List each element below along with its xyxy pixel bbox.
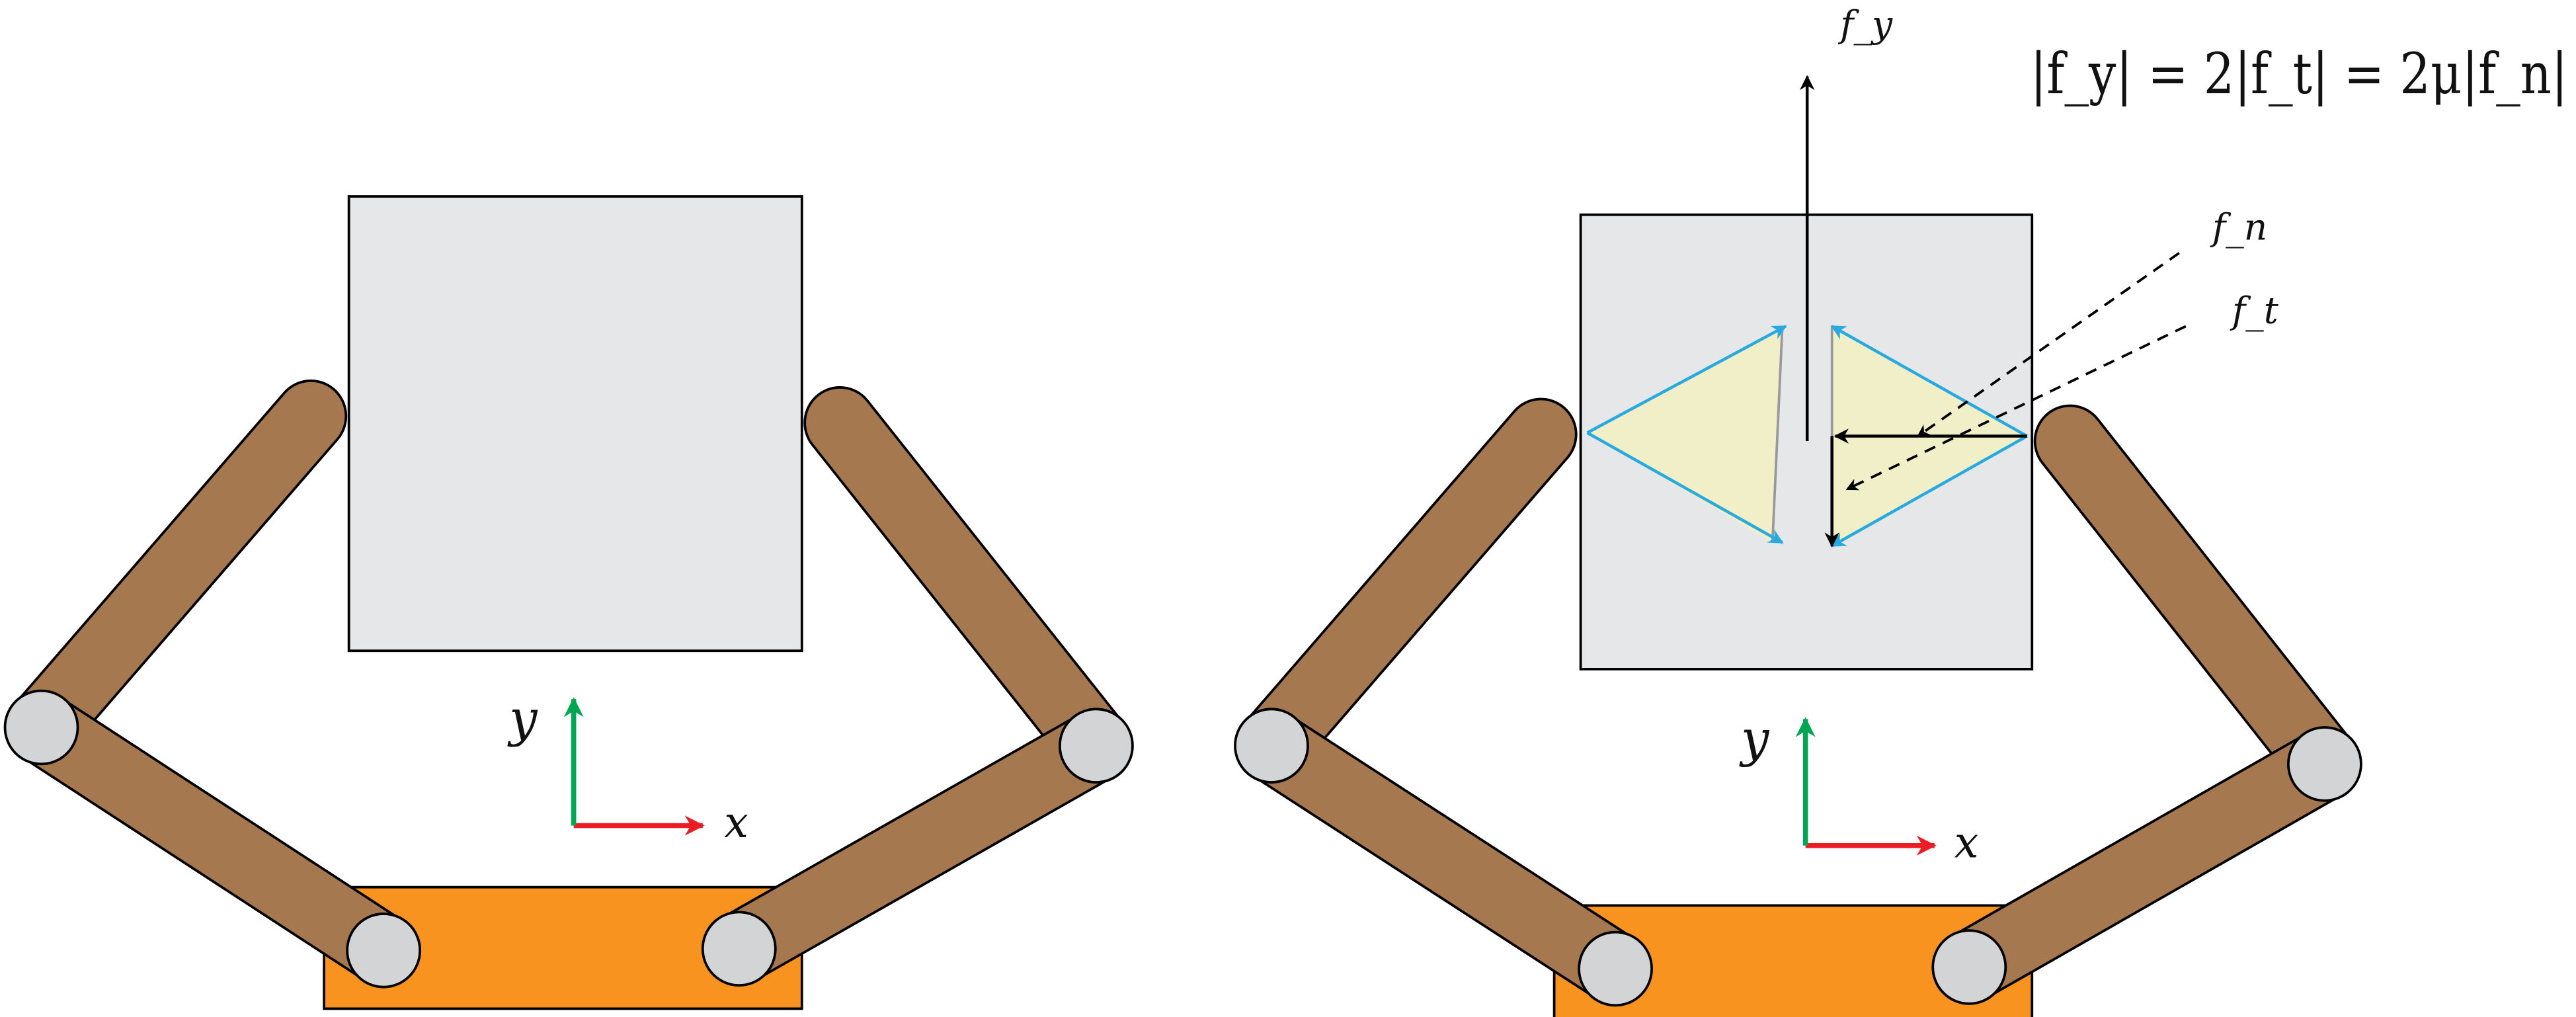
left-finger-base-joint: [346, 913, 422, 989]
left-finger-middle-joint: [3, 689, 79, 766]
right-finger-middle-joint: [1059, 708, 1134, 784]
left-cone-edge-upper: [1586, 325, 1787, 434]
right-grasp-right-base-joint: [1931, 929, 2007, 1005]
right-grasp-right-middle-joint: [2287, 726, 2362, 802]
left-cone-edge-lower: [1586, 431, 1784, 544]
right-grasp: x y f_y f_n f_t |f_y| = 2|f_t| = 2μ|f_n|: [1234, 3, 2568, 1017]
right-finger-base-joint: [701, 911, 777, 987]
left-y-axis-label: y: [507, 689, 538, 747]
force-equation: |f_y| = 2|f_t| = 2μ|f_n|: [2031, 42, 2568, 107]
ft-leader-line: [1845, 325, 2187, 491]
left-friction-cone: [1587, 326, 1783, 543]
left-x-axis-label: x: [724, 797, 748, 848]
right-grasp-left-middle-joint: [1234, 708, 1309, 784]
left-object: [347, 195, 803, 653]
right-grasp-left-base-joint: [1578, 930, 1654, 1007]
fn-leader-line: [1917, 252, 2180, 438]
right-y-axis-label: y: [1739, 710, 1770, 768]
right-x-axis-label: x: [1954, 817, 1979, 868]
left-grasp: x y: [3, 195, 1134, 1010]
fn-label: f_n: [2210, 206, 2267, 249]
ft-label: f_t: [2230, 290, 2279, 332]
right-cone-edge-upper: [1830, 325, 2028, 438]
right-cone-edge-lower: [1830, 434, 2028, 548]
fy-label: f_y: [1837, 3, 1893, 46]
